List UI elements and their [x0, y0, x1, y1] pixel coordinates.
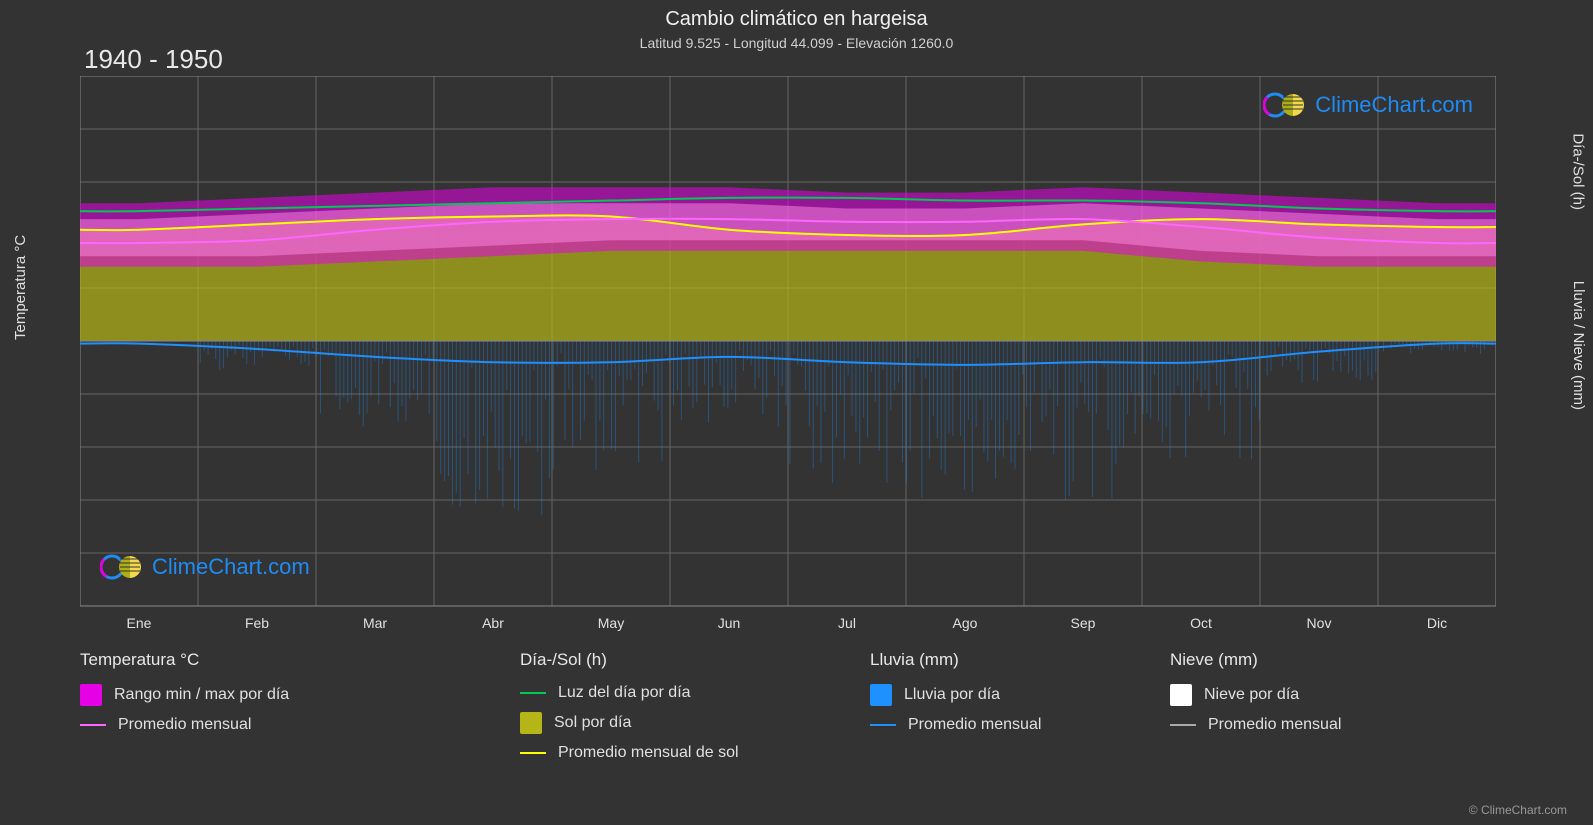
legend-title: Lluvia (mm) — [870, 650, 1170, 670]
legend-title: Temperatura °C — [80, 650, 520, 670]
y-left-axis-label: Temperatura °C — [12, 235, 29, 340]
legend-swatch-box — [1170, 684, 1192, 706]
legend-title: Día-/Sol (h) — [520, 650, 870, 670]
svg-text:Jun: Jun — [718, 615, 741, 631]
svg-text:May: May — [598, 615, 624, 631]
legend-item: Promedio mensual — [870, 716, 1170, 734]
legend-column: Día-/Sol (h) Luz del día por día Sol por d… — [520, 650, 870, 762]
legend-label: Promedio mensual — [118, 716, 251, 734]
legend-swatch-line — [870, 724, 896, 726]
svg-text:Jul: Jul — [838, 615, 856, 631]
attribution: © ClimeChart.com — [1469, 803, 1567, 817]
legend-label: Lluvia por día — [904, 686, 1000, 704]
svg-text:Ago: Ago — [953, 615, 978, 631]
page: Cambio climático en hargeisa Latitud 9.5… — [0, 0, 1593, 825]
legend-label: Promedio mensual — [1208, 716, 1341, 734]
chart-subtitle: Latitud 9.525 - Longitud 44.099 - Elevac… — [0, 31, 1593, 51]
period-label: 1940 - 1950 — [84, 44, 223, 75]
logo-icon — [100, 552, 146, 582]
plot-area: -50-40-30-20-100102030405006121824010203… — [80, 76, 1496, 606]
legend-label: Luz del día por día — [558, 684, 691, 702]
y-right-bot-axis-label: Lluvia / Nieve (mm) — [1570, 281, 1587, 410]
chart-title: Cambio climático en hargeisa — [0, 0, 1593, 31]
y-right-top-axis-label: Día-/Sol (h) — [1570, 133, 1587, 210]
svg-text:Mar: Mar — [363, 615, 387, 631]
legend-swatch-box — [870, 684, 892, 706]
legend-item: Lluvia por día — [870, 684, 1170, 706]
legend-label: Rango min / max por día — [114, 686, 289, 704]
svg-text:Sep: Sep — [1071, 615, 1096, 631]
watermark-text: ClimeChart.com — [1315, 92, 1473, 118]
legend-label: Nieve por día — [1204, 686, 1299, 704]
watermark-text: ClimeChart.com — [152, 554, 310, 580]
svg-text:Oct: Oct — [1190, 615, 1212, 631]
svg-text:Ene: Ene — [127, 615, 152, 631]
legend: Temperatura °C Rango min / max por día Pro… — [80, 650, 1496, 762]
legend-label: Promedio mensual de sol — [558, 744, 739, 762]
legend-column: Nieve (mm) Nieve por día Promedio mensual — [1170, 650, 1470, 762]
watermark-logo-top: ClimeChart.com — [1263, 90, 1473, 120]
logo-icon — [1263, 90, 1309, 120]
svg-text:Dic: Dic — [1427, 615, 1447, 631]
watermark-logo-bottom: ClimeChart.com — [100, 552, 310, 582]
legend-swatch-line — [520, 692, 546, 694]
legend-column: Lluvia (mm) Lluvia por día Promedio mensua… — [870, 650, 1170, 762]
legend-swatch-line — [520, 752, 546, 754]
legend-swatch-line — [80, 724, 106, 726]
legend-title: Nieve (mm) — [1170, 650, 1470, 670]
legend-item: Promedio mensual — [1170, 716, 1470, 734]
legend-column: Temperatura °C Rango min / max por día Pro… — [80, 650, 520, 762]
svg-text:Abr: Abr — [482, 615, 504, 631]
legend-label: Promedio mensual — [908, 716, 1041, 734]
legend-swatch-box — [520, 712, 542, 734]
legend-item: Nieve por día — [1170, 684, 1470, 706]
legend-swatch-box — [80, 684, 102, 706]
legend-label: Sol por día — [554, 714, 631, 732]
legend-item: Sol por día — [520, 712, 870, 734]
svg-text:Feb: Feb — [245, 615, 269, 631]
legend-item: Luz del día por día — [520, 684, 870, 702]
legend-item: Rango min / max por día — [80, 684, 520, 706]
svg-text:Nov: Nov — [1307, 615, 1332, 631]
legend-item: Promedio mensual — [80, 716, 520, 734]
legend-swatch-line — [1170, 724, 1196, 726]
legend-item: Promedio mensual de sol — [520, 744, 870, 762]
